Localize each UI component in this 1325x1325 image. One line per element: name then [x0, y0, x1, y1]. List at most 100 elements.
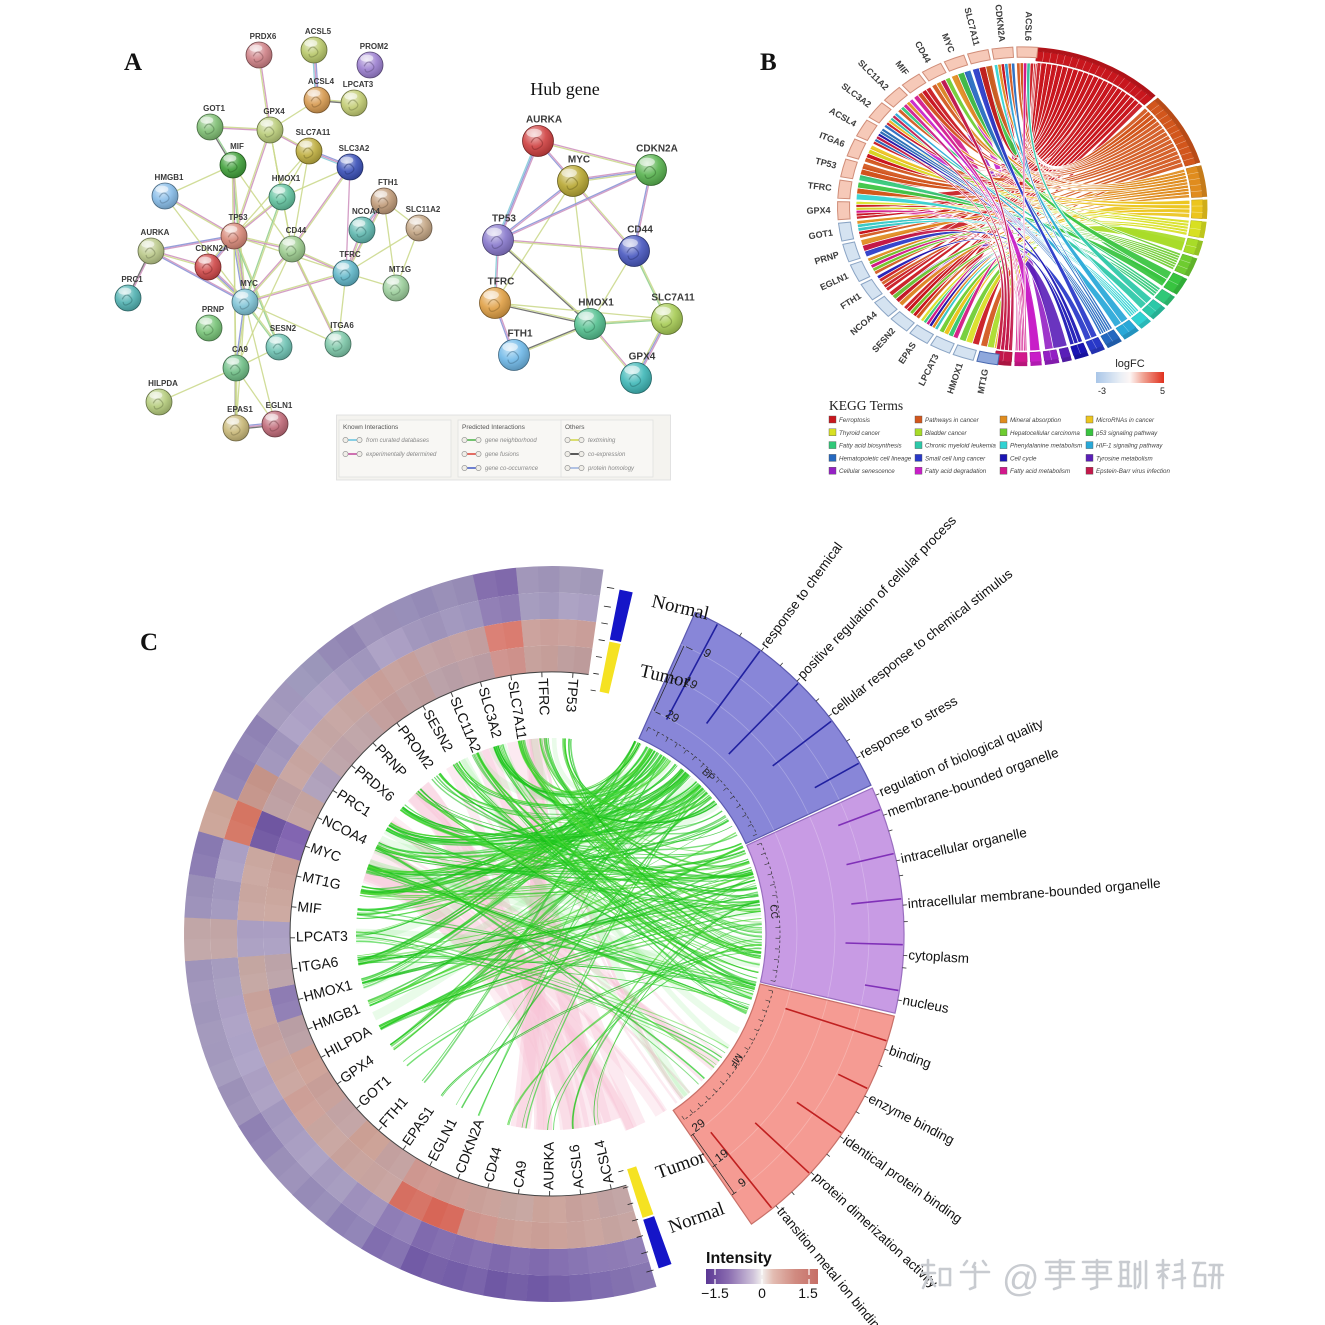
svg-text:binding: binding [887, 1043, 933, 1071]
svg-text:GOT1: GOT1 [355, 1072, 394, 1109]
svg-text:MIF: MIF [297, 898, 323, 916]
svg-text:TFRC: TFRC [807, 180, 832, 193]
svg-text:experimentally determined: experimentally determined [366, 452, 437, 458]
svg-text:FTH1: FTH1 [508, 329, 533, 340]
svg-text:EGLN1: EGLN1 [818, 271, 849, 293]
svg-text:Hematopoietic cell lineage: Hematopoietic cell lineage [839, 455, 912, 462]
svg-text:EGLN1: EGLN1 [266, 401, 293, 410]
svg-text:EPAS1: EPAS1 [227, 405, 253, 414]
svg-text:Fatty acid biosynthesis: Fatty acid biosynthesis [839, 443, 902, 450]
svg-text:SLC7A11: SLC7A11 [505, 680, 530, 741]
svg-text:CDKN2A: CDKN2A [636, 144, 678, 155]
svg-text:CD44: CD44 [286, 226, 307, 235]
svg-text:GPX4: GPX4 [806, 205, 830, 216]
svg-text:-3: -3 [1098, 386, 1106, 396]
svg-text:HMGB1: HMGB1 [155, 173, 184, 182]
svg-text:MT1G: MT1G [301, 868, 342, 892]
svg-text:GPX4: GPX4 [629, 352, 656, 363]
svg-text:gene fusions: gene fusions [485, 452, 519, 458]
svg-text:Hub gene: Hub gene [530, 79, 599, 99]
svg-text:Small cell lung cancer: Small cell lung cancer [925, 455, 986, 462]
svg-text:GPX4: GPX4 [263, 107, 285, 116]
svg-text:−1.5: −1.5 [701, 1285, 729, 1301]
svg-text:from curated databases: from curated databases [366, 438, 429, 444]
svg-text:GOT1: GOT1 [203, 104, 225, 113]
svg-text:cellular response to chemical: cellular response to chemical stimulus [827, 566, 1015, 719]
svg-text:B: B [760, 49, 777, 76]
svg-text:Fatty acid degradation: Fatty acid degradation [925, 468, 987, 475]
svg-text:FTH1: FTH1 [839, 291, 863, 312]
svg-text:SLC3A2: SLC3A2 [339, 144, 370, 153]
svg-text:Bladder cancer: Bladder cancer [925, 430, 968, 437]
svg-text:CD44: CD44 [480, 1145, 504, 1184]
svg-text:SESN2: SESN2 [270, 324, 297, 333]
svg-text:ITGA6: ITGA6 [330, 321, 354, 330]
svg-text:CD44: CD44 [913, 39, 933, 64]
svg-text:GPX4: GPX4 [337, 1051, 377, 1086]
svg-text:SLC7A11: SLC7A11 [962, 6, 981, 46]
svg-text:A: A [124, 49, 142, 76]
svg-text:MYC: MYC [568, 155, 590, 166]
svg-text:SLC3A2: SLC3A2 [840, 81, 874, 110]
svg-text:MYC: MYC [940, 32, 957, 55]
svg-text:SLC11A2: SLC11A2 [856, 58, 891, 93]
svg-text:HIF-1 signaling pathway: HIF-1 signaling pathway [1096, 443, 1163, 450]
svg-text:gene neighborhood: gene neighborhood [485, 438, 537, 444]
svg-text:ACSL4: ACSL4 [828, 105, 859, 128]
svg-text:SLC11A2: SLC11A2 [406, 205, 441, 214]
svg-text:SLC7A11: SLC7A11 [651, 293, 695, 304]
svg-text:Chronic myeloid leukemia: Chronic myeloid leukemia [925, 443, 996, 450]
svg-text:MYC: MYC [309, 839, 344, 865]
svg-text:Predicted Interactions: Predicted Interactions [462, 424, 526, 431]
svg-text:Fatty acid metabolism: Fatty acid metabolism [1010, 468, 1070, 475]
svg-text:SLC7A11: SLC7A11 [296, 128, 331, 137]
svg-text:enzyme binding: enzyme binding [866, 1091, 957, 1148]
svg-text:KEGG Terms: KEGG Terms [829, 398, 903, 413]
svg-text:Hepatocellular carcinoma: Hepatocellular carcinoma [1010, 430, 1080, 437]
svg-text:SESN2: SESN2 [870, 326, 897, 355]
svg-text:CDKN2A: CDKN2A [993, 4, 1007, 43]
svg-text:intracellular organelle: intracellular organelle [899, 825, 1028, 866]
svg-text:Phenylalanine metabolism: Phenylalanine metabolism [1010, 443, 1082, 450]
svg-text:HMOX1: HMOX1 [272, 174, 301, 183]
svg-text:PRDX6: PRDX6 [250, 32, 277, 41]
svg-text:TFRC: TFRC [535, 678, 552, 716]
svg-text:0: 0 [758, 1285, 766, 1301]
svg-text:Pathways in cancer: Pathways in cancer [925, 417, 980, 424]
svg-text:TP53: TP53 [228, 213, 248, 222]
svg-text:logFC: logFC [1115, 358, 1144, 370]
svg-text:LPCAT3: LPCAT3 [296, 928, 348, 945]
svg-text:PROM2: PROM2 [360, 42, 389, 51]
svg-text:MIF: MIF [230, 142, 244, 151]
svg-text:CA9: CA9 [510, 1159, 529, 1188]
svg-text:AURKA: AURKA [540, 1141, 556, 1190]
svg-text:Tyrosine metabolism: Tyrosine metabolism [1096, 455, 1153, 462]
svg-text:ACSL6: ACSL6 [1023, 11, 1034, 41]
svg-text:ITGA6: ITGA6 [818, 130, 846, 149]
svg-text:cytoplasm: cytoplasm [908, 947, 970, 966]
svg-text:Normal: Normal [666, 1198, 728, 1238]
svg-text:HILPDA: HILPDA [148, 379, 178, 388]
svg-text:ITGA6: ITGA6 [297, 953, 339, 974]
svg-text:TP53: TP53 [563, 678, 582, 713]
svg-text:PRNP: PRNP [202, 305, 225, 314]
svg-text:AURKA: AURKA [141, 228, 170, 237]
svg-text:nucleus: nucleus [901, 993, 950, 1017]
svg-text:MT1G: MT1G [389, 265, 411, 274]
svg-text:Others: Others [565, 424, 585, 431]
svg-text:Normal: Normal [650, 591, 711, 625]
svg-text:GOT1: GOT1 [808, 228, 834, 242]
svg-text:NCOA4: NCOA4 [352, 207, 381, 216]
svg-text:TP53: TP53 [492, 214, 516, 225]
svg-text:ACSL4: ACSL4 [308, 77, 335, 86]
svg-text:Ferroptosis: Ferroptosis [839, 417, 870, 424]
svg-text:SLC3A2: SLC3A2 [476, 685, 506, 740]
svg-text:Intensity: Intensity [706, 1250, 772, 1267]
svg-text:CDKN2A: CDKN2A [195, 244, 229, 253]
svg-text:textmining: textmining [588, 438, 616, 444]
svg-text:intracellular membrane-bounded: intracellular membrane-bounded organelle [907, 876, 1161, 912]
svg-text:1.5: 1.5 [798, 1285, 818, 1301]
svg-text:MYC: MYC [240, 279, 258, 288]
svg-text:TP53: TP53 [814, 156, 837, 171]
svg-text:MIF: MIF [893, 59, 911, 78]
